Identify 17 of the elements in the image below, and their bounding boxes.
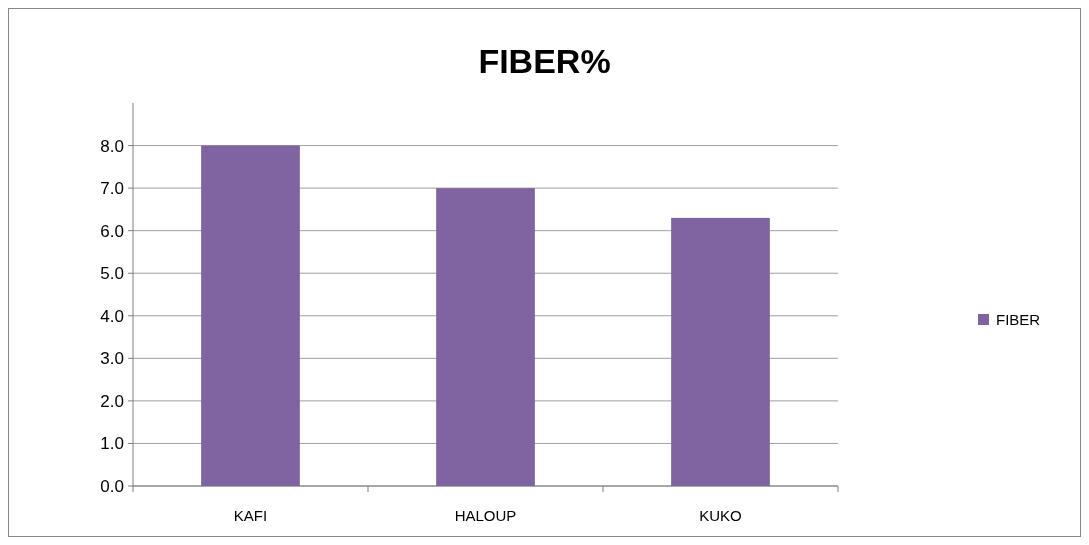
y-tick-label: 0.0	[100, 476, 124, 496]
bar	[671, 217, 770, 486]
x-tick-label: KAFI	[233, 507, 268, 524]
x-tick-label: HALOUP	[454, 507, 517, 524]
y-tick-label: 2.0	[100, 391, 124, 411]
legend-label: FIBER	[996, 311, 1041, 329]
chart-title: FIBER%	[478, 42, 611, 80]
x-tick-label: KUKO	[699, 507, 742, 524]
bar	[436, 188, 535, 486]
y-tick-label: 4.0	[100, 306, 124, 326]
y-tick-label: 7.0	[100, 179, 124, 199]
y-tick-label: 3.0	[100, 349, 124, 369]
y-tick-label: 6.0	[100, 221, 124, 241]
bar	[201, 145, 300, 486]
y-tick-label: 1.0	[100, 434, 124, 454]
y-tick-label: 8.0	[100, 136, 124, 156]
y-tick-label: 5.0	[100, 264, 124, 284]
